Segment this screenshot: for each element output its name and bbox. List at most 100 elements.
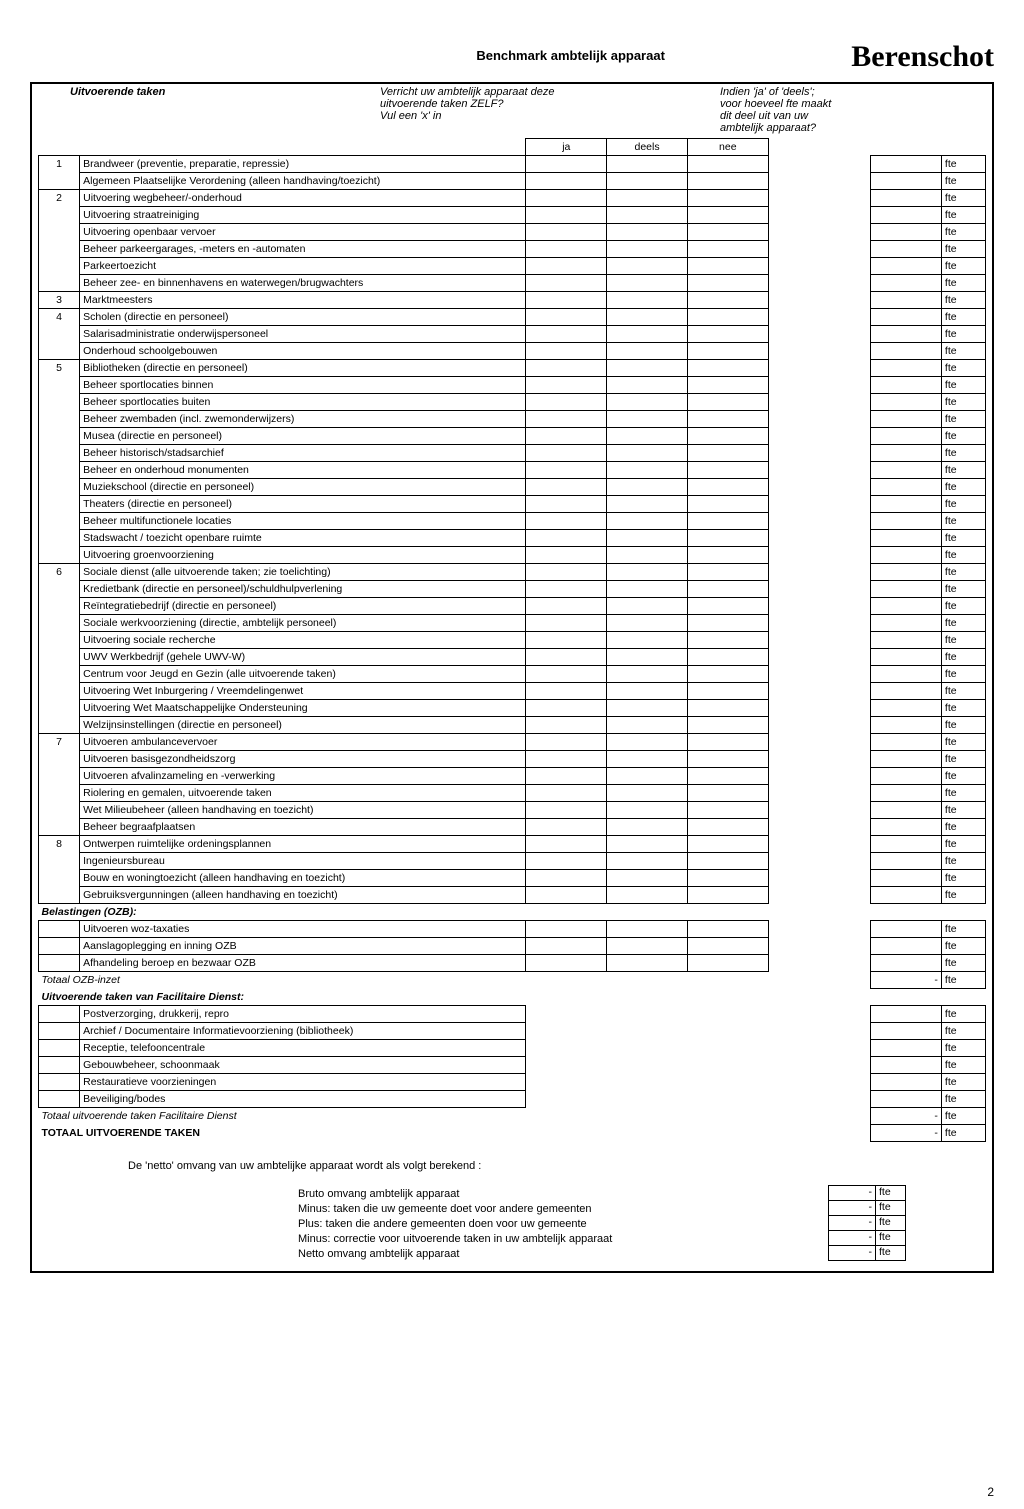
unit-cell: fte (941, 836, 985, 853)
unit-cell: fte (941, 377, 985, 394)
calc-row: Minus: taken die uw gemeente doet voor a… (298, 1201, 906, 1216)
table-row: Beheer multifunctionele locatiesfte (39, 513, 986, 530)
row-description: Uitvoering sociale recherche (80, 632, 526, 649)
table-row: 1Brandweer (preventie, preparatie, repre… (39, 156, 986, 173)
row-description: Wet Milieubeheer (alleen handhaving en t… (80, 802, 526, 819)
section-label: Belastingen (OZB): (39, 904, 986, 921)
row-description: Ingenieursbureau (80, 853, 526, 870)
unit-cell: fte (941, 581, 985, 598)
table-row: Beheer historisch/stadsarchief fte (39, 445, 986, 462)
calc-unit: fte (876, 1245, 906, 1261)
row-description: Beheer sportlocaties binnen (80, 377, 526, 394)
unit-cell: fte (941, 666, 985, 683)
table-row: Uitvoeren basisgezondheidszorgfte (39, 751, 986, 768)
unit-cell: fte (941, 513, 985, 530)
row-description: Beheer zwembaden (incl. zwemonderwijzers… (80, 411, 526, 428)
table-row: Beheer sportlocaties buitenfte (39, 394, 986, 411)
row-description: Beheer zee- en binnenhavens en waterwege… (80, 275, 526, 292)
unit-cell: fte (941, 445, 985, 462)
table-row: Parkeertoezichtfte (39, 258, 986, 275)
calc-value: - (828, 1200, 876, 1216)
section-total-value: - (871, 972, 941, 989)
main-table: jadeelsnee1Brandweer (preventie, prepara… (38, 138, 986, 1142)
row-description: Gebruiksvergunningen (alleen handhaving … (80, 887, 526, 904)
row-description: Beheer historisch/stadsarchief (80, 445, 526, 462)
unit-cell: fte (941, 292, 985, 309)
instr-right-l2: voor hoeveel fte maakt (720, 98, 986, 110)
table-row: Beheer sportlocaties binnen fte (39, 377, 986, 394)
calc-value: - (828, 1245, 876, 1261)
row-description: Riolering en gemalen, uitvoerende taken (80, 785, 526, 802)
table-row: Beheer begraafplaatsen fte (39, 819, 986, 836)
page-number: 2 (987, 1485, 994, 1499)
unit-cell: fte (941, 241, 985, 258)
unit-cell: fte (941, 530, 985, 547)
unit-cell: fte (941, 887, 985, 904)
unit-cell: fte (941, 190, 985, 207)
row-description: Beheer begraafplaatsen (80, 819, 526, 836)
unit-cell: fte (941, 343, 985, 360)
table-row: Reïntegratiebedrijf (directie en persone… (39, 598, 986, 615)
instr-right-l3: dit deel uit van uw (720, 110, 986, 122)
table-row: Sociale werkvoorziening (directie, ambte… (39, 615, 986, 632)
row-description: Ontwerpen ruimtelijke ordeningsplannen (80, 836, 526, 853)
row-description: Parkeertoezicht (80, 258, 526, 275)
row-description: Salarisadministratie onderwijspersoneel (80, 326, 526, 343)
page-header: Benchmark ambtelijk apparaat Berenschot (30, 40, 994, 74)
calc-row: Netto omvang ambtelijk apparaat-fte (298, 1246, 906, 1261)
row-description: Uitvoering wegbeheer/-onderhoud (80, 190, 526, 207)
table-row: Onderhoud schoolgebouwenfte (39, 343, 986, 360)
unit-cell: fte (941, 394, 985, 411)
table-row: Postverzorging, drukkerij, reprofte (39, 1006, 986, 1023)
unit-cell: fte (941, 547, 985, 564)
row-description: Scholen (directie en personeel) (80, 309, 526, 326)
unit-cell: fte (941, 785, 985, 802)
unit-cell: fte (941, 326, 985, 343)
table-row: 8Ontwerpen ruimtelijke ordeningsplannenf… (39, 836, 986, 853)
table-row: UWV Werkbedrijf (gehele UWV-W)fte (39, 649, 986, 666)
table-row: Aanslagoplegging en inning OZBfte (39, 938, 986, 955)
unit-cell: fte (941, 462, 985, 479)
table-row: 5Bibliotheken (directie en personeel)fte (39, 360, 986, 377)
row-description: Uitvoering Wet Maatschappelijke Onderste… (80, 700, 526, 717)
unit-cell: fte (941, 496, 985, 513)
unit-cell: fte (941, 615, 985, 632)
section-total-value: - (871, 1108, 941, 1125)
unit-cell: fte (941, 649, 985, 666)
instr-right: Indien 'ja' of 'deels'; voor hoeveel fte… (610, 86, 986, 134)
table-row: Beheer zwembaden (incl. zwemonderwijzers… (39, 411, 986, 428)
unit-cell: fte (941, 717, 985, 734)
row-description: Uitvoering straatreiniging (80, 207, 526, 224)
instr-right-l1: Indien 'ja' of 'deels'; (720, 86, 986, 98)
brand-logo: Berenschot (851, 40, 994, 74)
unit-cell: fte (941, 360, 985, 377)
instr-mid: Verricht uw ambtelijk apparaat deze uitv… (370, 86, 610, 122)
row-description: Musea (directie en personeel) (80, 428, 526, 445)
table-row: Algemeen Plaatselijke Verordening (allee… (39, 173, 986, 190)
table-row: Gebruiksvergunningen (alleen handhaving … (39, 887, 986, 904)
table-row: Salarisadministratie onderwijspersoneel f… (39, 326, 986, 343)
row-description: Welzijnsinstellingen (directie en person… (80, 717, 526, 734)
table-row: Beheer zee- en binnenhavens en waterwege… (39, 275, 986, 292)
table-row: Kredietbank (directie en personeel)/schu… (39, 581, 986, 598)
table-row: Muziekschool (directie en personeel)fte (39, 479, 986, 496)
unit-cell: fte (941, 700, 985, 717)
table-row: Ingenieursbureaufte (39, 853, 986, 870)
table-row: Uitvoering straatreinigingfte (39, 207, 986, 224)
unit-cell: fte (941, 819, 985, 836)
row-description: Uitvoeren afvalinzameling en -verwerking (80, 768, 526, 785)
unit-cell: fte (941, 156, 985, 173)
unit-cell: fte (941, 683, 985, 700)
unit-cell: fte (941, 802, 985, 819)
calc-row: Bruto omvang ambtelijk apparaat-fte (298, 1186, 906, 1201)
section-label: Uitvoerende taken van Facilitaire Dienst… (39, 989, 986, 1006)
unit-cell: fte (941, 411, 985, 428)
calc-unit: fte (876, 1230, 906, 1246)
unit-cell: fte (941, 598, 985, 615)
table-row: 3Marktmeestersfte (39, 292, 986, 309)
grand-total-label: TOTAAL UITVOERENDE TAKEN (39, 1125, 526, 1142)
calc-label: Minus: taken die uw gemeente doet voor a… (298, 1203, 828, 1215)
unit-cell: fte (941, 275, 985, 292)
row-description: Uitvoering Wet Inburgering / Vreemdeling… (80, 683, 526, 700)
calculation-block: Bruto omvang ambtelijk apparaat-fte Minus… (298, 1186, 906, 1261)
